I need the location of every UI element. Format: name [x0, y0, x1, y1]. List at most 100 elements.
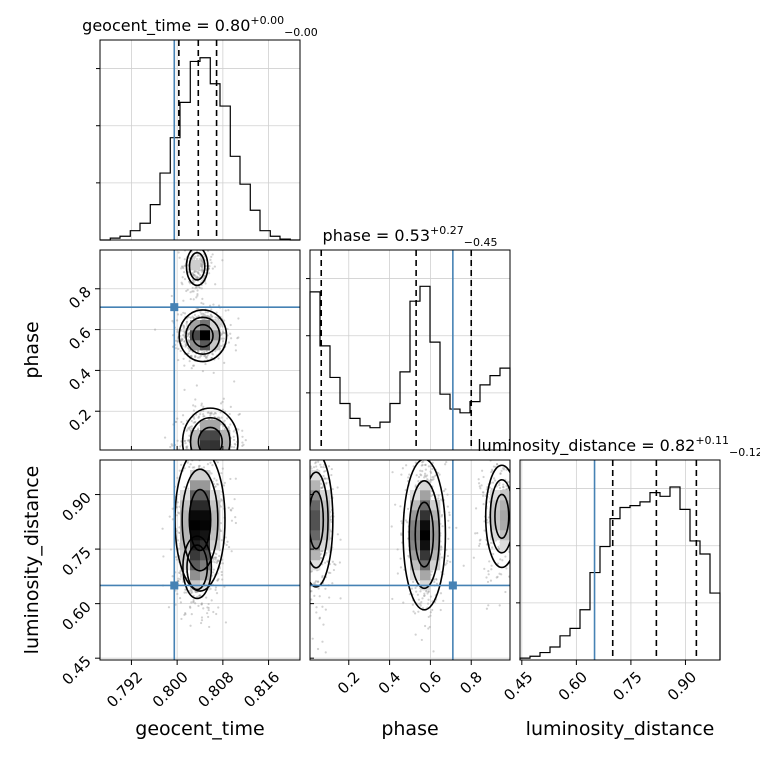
sample-point [214, 556, 217, 559]
sample-point [232, 435, 235, 438]
sample-point [198, 286, 201, 289]
density-cell [200, 470, 211, 481]
sample-point [490, 564, 493, 567]
sample-point [322, 485, 325, 488]
sample-point [400, 533, 403, 536]
sample-point [402, 601, 405, 604]
contour-line [494, 493, 510, 540]
hist-step [100, 57, 300, 241]
sample-point [238, 412, 241, 416]
sample-point [444, 463, 447, 466]
sample-point [401, 467, 404, 470]
sample-point [431, 476, 434, 479]
density-cell [210, 440, 221, 450]
sample-point [216, 461, 219, 464]
density-cell [420, 530, 431, 541]
sample-point [192, 280, 195, 283]
sample-point [180, 339, 183, 342]
sample-point [201, 259, 204, 262]
sample-point [180, 267, 183, 270]
sample-point [211, 353, 215, 356]
sample-point [424, 463, 427, 467]
y-tick-label: 0.90 [58, 489, 94, 525]
sample-point [399, 566, 403, 569]
y-axis-label-phase: phase [21, 321, 43, 378]
sample-point [193, 273, 196, 277]
sample-point [207, 608, 210, 612]
sample-point [226, 417, 229, 420]
sample-point [188, 282, 192, 285]
sample-point [203, 350, 206, 353]
sample-point [174, 347, 177, 350]
sample-point [183, 340, 186, 343]
sample-point [188, 327, 191, 330]
sample-point [212, 568, 215, 571]
sample-point [216, 579, 219, 582]
sample-point [429, 470, 432, 473]
sample-point [204, 362, 207, 366]
sample-point [323, 477, 326, 480]
sample-point [391, 597, 394, 601]
sample-point [221, 400, 224, 403]
sample-point [212, 558, 215, 561]
sample-point [215, 316, 219, 319]
sample-point [476, 531, 479, 535]
contour-line [310, 471, 329, 569]
sample-point [400, 473, 403, 476]
sample-point [314, 462, 317, 465]
sample-point [192, 415, 195, 419]
density-cell [420, 570, 431, 581]
density-cell [210, 510, 221, 521]
sample-point [486, 521, 489, 524]
sample-point [224, 309, 227, 312]
sample-point [455, 526, 458, 529]
sample-point [499, 472, 502, 475]
sample-point [153, 328, 157, 331]
y-tick-label: 0.45 [58, 652, 94, 688]
sample-point [170, 294, 173, 298]
sample-point [175, 514, 178, 517]
sample-point [200, 259, 203, 262]
sample-point [194, 354, 197, 357]
y-tick-label: 0.8 [65, 283, 95, 313]
sample-point [214, 588, 217, 591]
sample-point [185, 445, 188, 448]
sample-point [321, 574, 324, 578]
sample-point [321, 605, 324, 608]
sample-point [323, 477, 326, 480]
sample-point [331, 560, 334, 563]
sample-point [416, 593, 420, 596]
sample-point [194, 255, 197, 258]
sample-point [492, 465, 496, 468]
contour-line [484, 464, 510, 569]
sample-point [405, 464, 408, 467]
sample-point [415, 474, 418, 477]
x-tick-label: 0.6 [416, 668, 446, 698]
density-cell [420, 540, 431, 551]
density-cell [200, 500, 211, 511]
density-cell [310, 540, 321, 551]
sample-point [216, 560, 219, 563]
sample-point [448, 513, 451, 517]
sample-point [214, 350, 217, 353]
sample-point [201, 318, 204, 321]
density-cell [200, 560, 211, 571]
contour-line [489, 479, 510, 554]
density-cell [210, 420, 221, 431]
x-tick-label: 0.90 [664, 668, 700, 704]
sample-point [419, 469, 422, 472]
sample-point [199, 594, 202, 597]
sample-point [237, 428, 240, 431]
sample-point [203, 415, 206, 418]
sample-point [482, 491, 485, 494]
contour-line [182, 535, 213, 600]
sample-point [192, 598, 195, 602]
sample-point [407, 476, 410, 479]
sample-point [339, 597, 342, 600]
sample-point [407, 554, 410, 558]
sample-point [192, 600, 195, 603]
sample-point [233, 498, 236, 501]
sample-point [182, 311, 185, 314]
sample-point [316, 580, 320, 583]
sample-point [192, 364, 196, 367]
